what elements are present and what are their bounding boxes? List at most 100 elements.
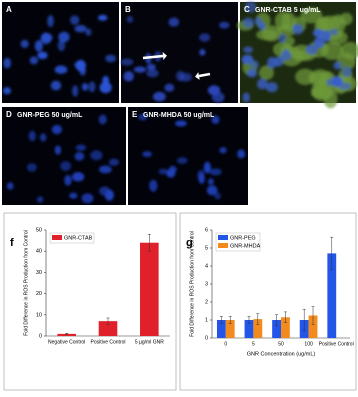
nucleus [326,78,333,87]
nucleus [36,196,44,203]
panel-label: E [132,110,138,119]
nucleus [88,81,96,93]
y-tick-label: 20 [36,291,42,297]
nucleus [123,71,134,82]
legend-swatch [218,235,228,240]
y-tick-label: 30 [36,270,42,276]
error-bar [283,311,287,323]
y-tick-label: 10 [36,312,42,318]
nucleus [168,165,177,174]
x-tick-label: 0 [224,341,227,347]
nucleus [3,57,11,69]
error-bar [147,233,151,252]
y-tick-label: 6 [205,227,208,233]
nucleus [58,31,70,43]
nucleus [74,24,87,33]
nucleus [81,193,94,204]
nucleus [34,40,43,52]
nucleus [75,59,86,72]
nucleus [255,16,262,26]
nucleus [209,168,222,176]
cells [236,1,358,109]
nucleus [207,85,221,96]
nucleus [175,120,187,127]
y-tick-label: 50 [36,227,42,233]
cells [2,14,117,97]
nucleus [207,178,214,185]
nucleus [206,185,218,196]
panel-caption: GNR-CTAB 5 ug/mL [255,7,321,14]
y-tick-label: 3 [205,281,208,287]
x-tick-label: 5 [252,341,255,347]
panel-label: C [244,5,250,14]
nucleus [97,14,108,21]
y-tick-label: 0 [39,333,42,339]
nucleus [242,92,250,103]
nucleus [2,87,12,95]
bar [244,320,254,338]
nucleus [72,172,85,182]
nucleus [341,66,353,78]
nucleus [312,28,324,37]
nucleus [98,165,112,174]
nucleus [330,28,339,36]
nucleus [51,124,62,135]
nucleus [142,151,152,158]
nucleus [70,15,80,25]
nucleus [214,192,221,200]
y-tick-label: 0 [205,335,208,341]
nucleus [199,33,211,42]
nucleus [47,14,54,27]
error-bar [106,317,110,325]
nucleus [29,56,39,65]
nucleus [292,23,304,35]
legend-label: GNR-MHDA [230,243,261,249]
error-bar [219,316,223,324]
nucleus [246,68,258,78]
y-tick-label: 5 [205,245,208,251]
nucleus [146,69,159,78]
nucleus [242,17,255,28]
error-bar [65,332,69,335]
nucleus [197,169,205,182]
bar [57,333,76,336]
panel-label: A [6,5,12,14]
nucleus [99,81,112,94]
y-tick-label: 40 [36,249,42,255]
panel-label: g [186,237,193,249]
legend-box [49,232,95,244]
nucleus [126,16,134,23]
legend-label: GNR-PEG [230,235,256,241]
cytoplasm [309,72,330,84]
nucleus [40,32,52,45]
arrow [198,72,211,78]
micrograph: B [120,2,238,103]
arrow [142,54,164,60]
micrograph: D GNR-PEG 50 ug/mL [2,107,126,205]
nucleus [105,54,117,63]
nucleus [75,144,87,151]
cytoplasm [258,65,274,80]
cytoplasm [339,12,353,26]
cells [120,16,230,103]
nucleus [219,147,227,154]
x-tick-label: 5 µg/ml GNR [135,339,164,345]
bar [253,319,263,338]
micrographs: A B C GNR-CTAB 5 ug/mL D GNR-PEG 50 ug/mL E GNR… [2,1,358,205]
nucleus [278,33,287,44]
nucleus [333,61,343,70]
nucleus [64,174,72,186]
nucleus [81,83,89,91]
cytoplasm [321,42,344,60]
panel-label: B [125,5,131,14]
bar [216,320,226,338]
legend-swatch [218,243,228,248]
chart: g 0 1 2 3 4 5 6 Fold Difference in ROS Productio… [179,212,357,391]
nucleus [256,78,268,90]
error-bar [275,314,279,326]
legend-label: GNR-CTAB [64,235,93,241]
panel-label: D [6,110,12,119]
nucleus [273,56,284,67]
